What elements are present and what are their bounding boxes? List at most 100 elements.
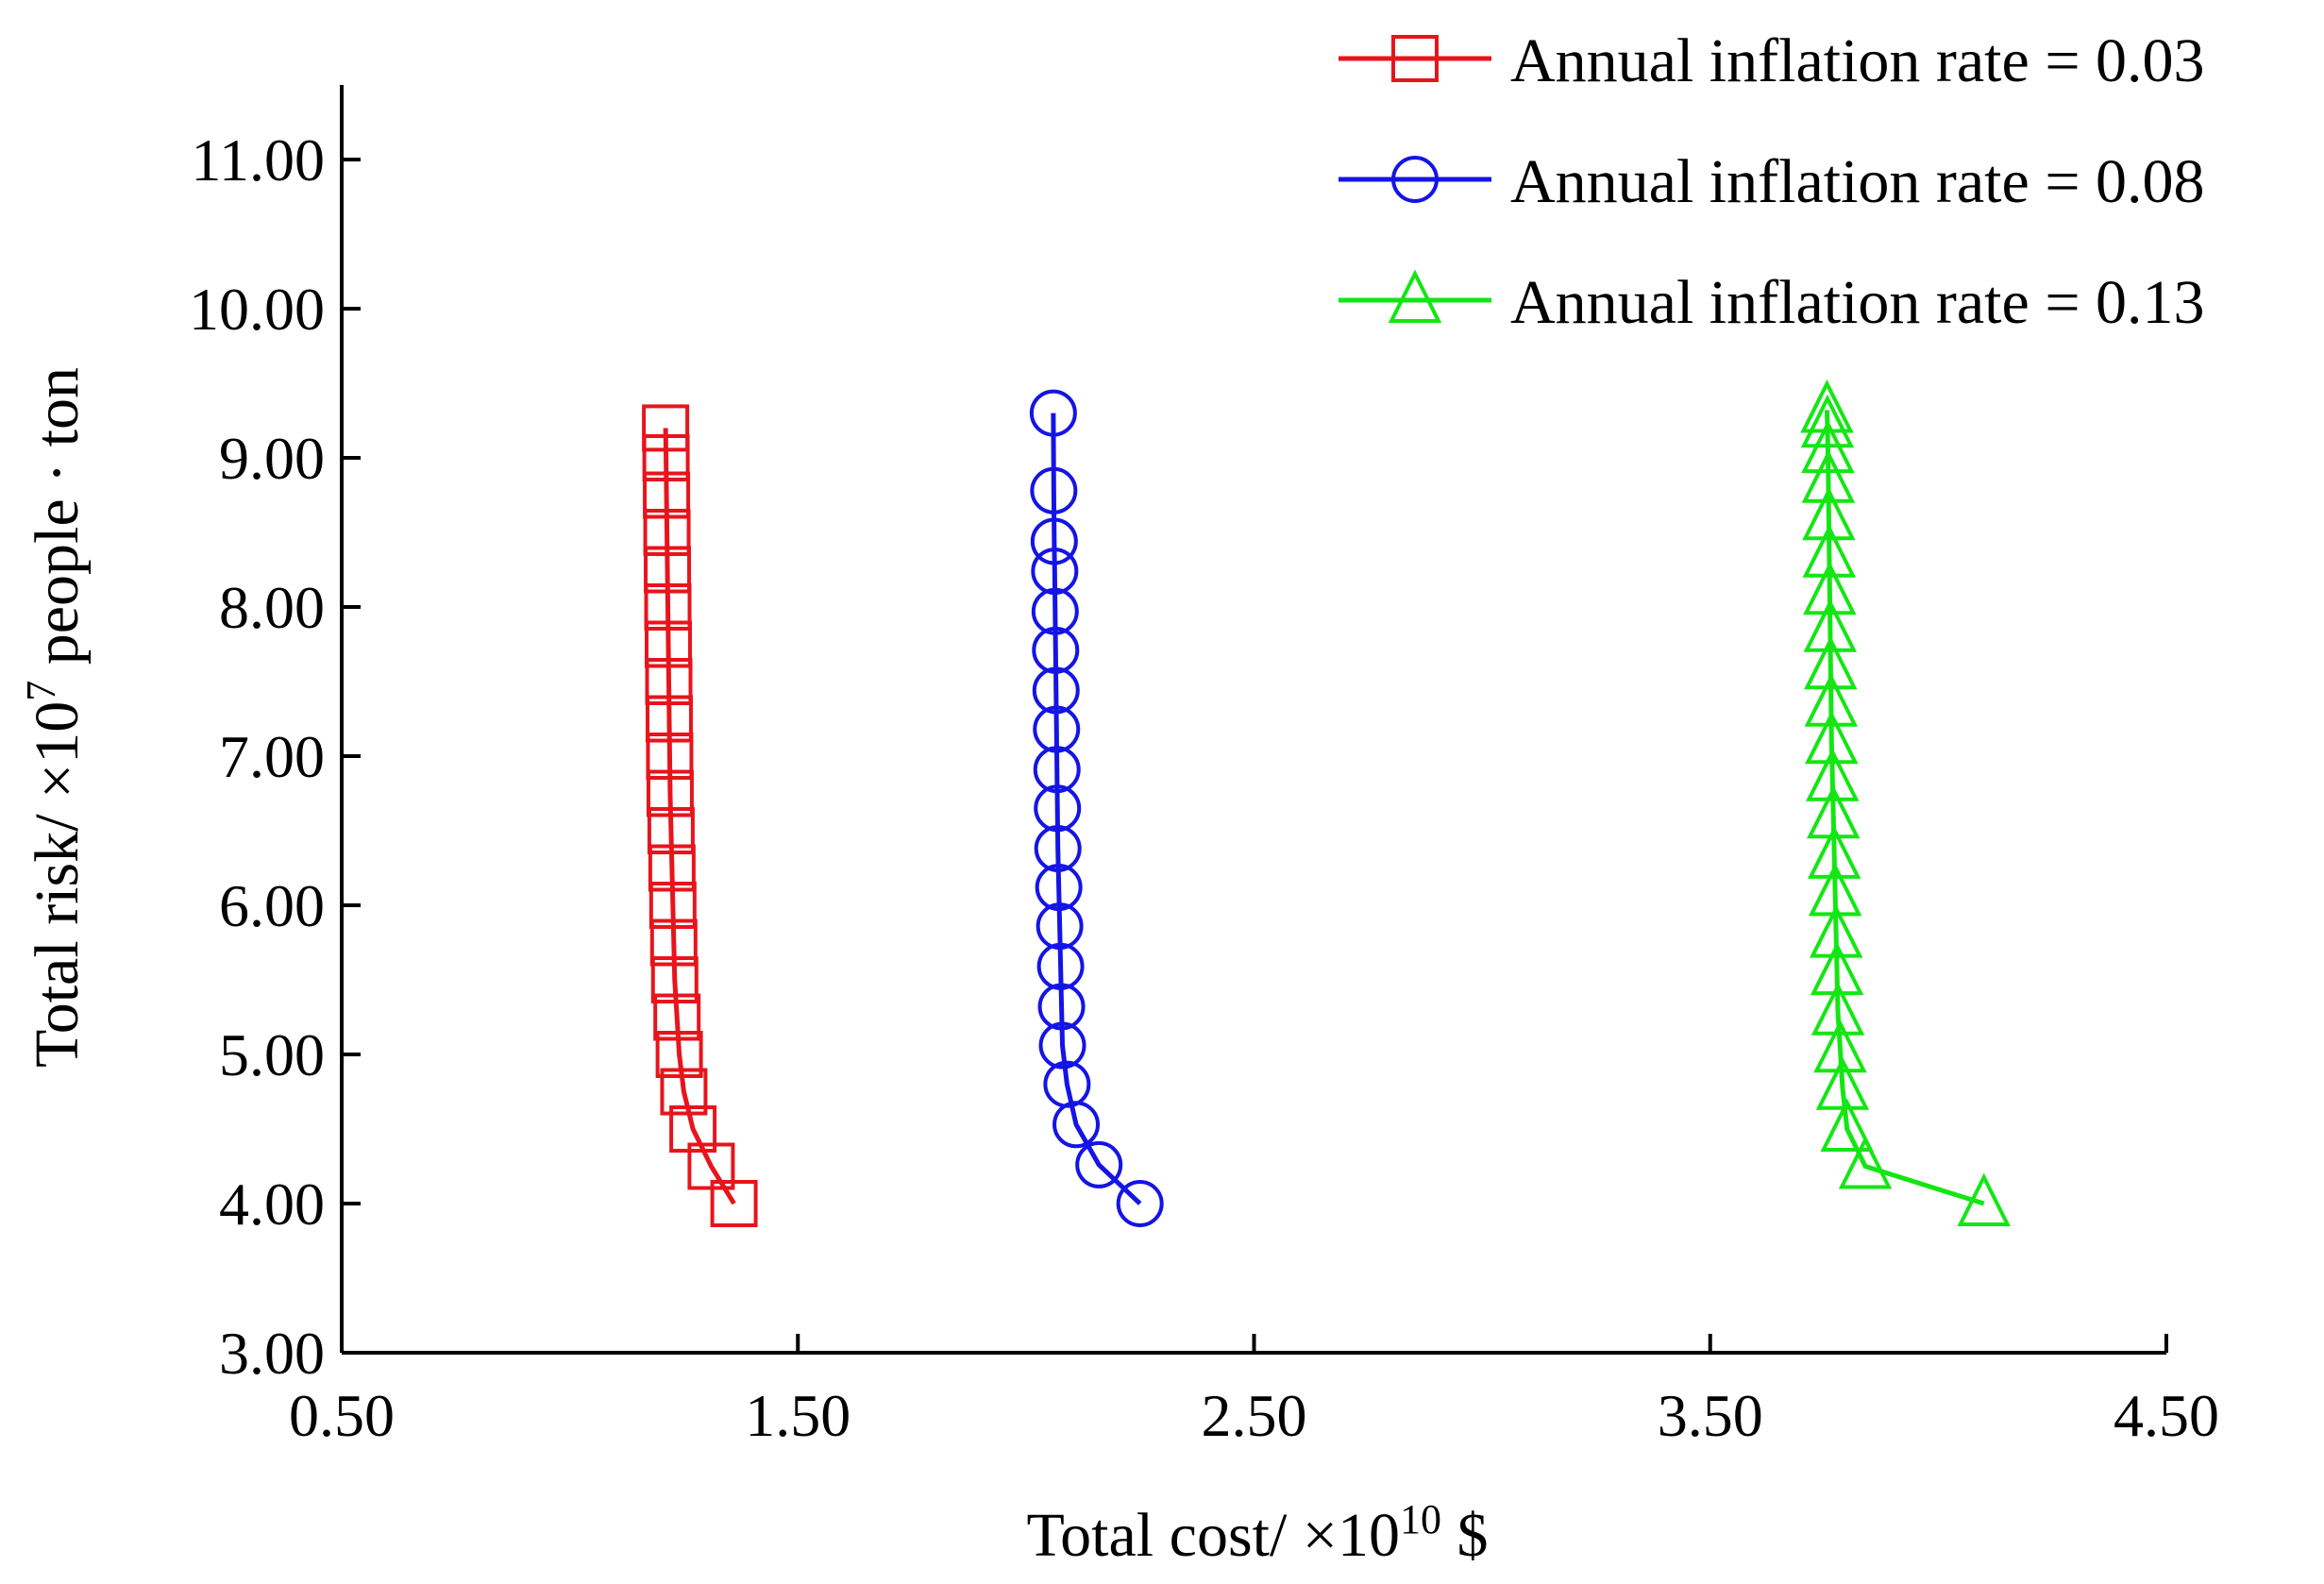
y-tick-label: 7.00: [219, 723, 325, 790]
series-1-point: [646, 769, 694, 817]
series-3-point: [1803, 561, 1857, 615]
series-2: [1029, 389, 1164, 1227]
axes: 0.50 1.50 2.50 3.50 4.50 3.00 4.00 5.00 6.00 7.00…: [189, 85, 2219, 1449]
y-tick-label: 4.00: [219, 1171, 325, 1238]
legend-item-3: Annual inflation rate = 0.13: [1339, 268, 2205, 337]
series-1-point: [648, 844, 696, 892]
series-3-point: [1803, 598, 1858, 652]
series-1-point: [653, 993, 701, 1041]
x-axis-label-exponent: 10: [1400, 1496, 1441, 1542]
series-2-point: [1037, 983, 1086, 1031]
series-2-line: [1051, 413, 1142, 1205]
series-layer: [642, 379, 2011, 1227]
x-axis-label-text: Total cost/ ×10: [1026, 1501, 1400, 1570]
series-2-point: [1035, 864, 1083, 912]
series-2-point: [1116, 1180, 1164, 1227]
y-axis-label-text: Total risk/ ×10: [23, 701, 92, 1068]
series-3-point: [1807, 825, 1861, 879]
series-3-point: [1809, 904, 1863, 958]
legend-label: Annual inflation rate = 0.08: [1510, 147, 2205, 216]
series-2-point: [1043, 1060, 1091, 1108]
series-2-point: [1075, 1140, 1123, 1188]
series-3-point: [1957, 1172, 2011, 1226]
legend-label: Annual inflation rate = 0.13: [1510, 268, 2205, 337]
x-tick-label: 4.50: [2113, 1382, 2219, 1449]
legend-item-1: Annual inflation rate = 0.03: [1339, 26, 2205, 95]
series-1-point: [646, 733, 694, 780]
legend-swatch-triangle-icon: [1388, 269, 1442, 323]
series-3-point: [1805, 710, 1859, 765]
series-1-point: [645, 695, 693, 743]
series-2-point: [1031, 548, 1079, 596]
x-axis-label-unit: $: [1441, 1501, 1489, 1570]
series-1-point: [642, 434, 690, 481]
legend-swatch-circle-icon: [1391, 156, 1439, 203]
series-1-point: [643, 471, 691, 519]
series-1-point: [647, 807, 695, 854]
series-1-point: [669, 1105, 717, 1153]
series-3: [1800, 379, 2011, 1226]
series-3-point: [1810, 982, 1865, 1036]
series-3-line: [1824, 410, 1985, 1206]
y-tick-label: 6.00: [219, 872, 325, 939]
legend-label: Annual inflation rate = 0.03: [1510, 26, 2205, 95]
series-2-point: [1036, 942, 1085, 990]
x-tick-label: 2.50: [1202, 1382, 1307, 1449]
series-3-point: [1808, 862, 1862, 917]
y-tick-label: 10.00: [189, 276, 325, 343]
series-3-point: [1802, 486, 1856, 541]
series-3-point: [1815, 1056, 1870, 1110]
x-axis-label: Total cost/ ×1010 $: [1026, 1496, 1488, 1570]
series-1-point: [644, 583, 692, 631]
series-3-point: [1800, 379, 1854, 433]
series-2-point: [1036, 902, 1084, 951]
series-2-point: [1033, 705, 1081, 753]
x-tick-label: 1.50: [745, 1382, 850, 1449]
x-tick-label: 0.50: [289, 1382, 395, 1449]
series-1-point: [644, 546, 692, 594]
series-1-point: [642, 404, 690, 452]
y-tick-label: 9.00: [219, 425, 325, 492]
y-axis-label-exponent: 7: [18, 681, 64, 701]
y-tick-label: 3.00: [219, 1320, 325, 1387]
legend: Annual inflation rate = 0.03 Annual infla…: [1339, 26, 2205, 337]
series-2-point: [1030, 466, 1078, 514]
series-2-point: [1034, 784, 1082, 833]
series-1-point: [655, 1031, 703, 1078]
series-1-point: [687, 1142, 735, 1190]
series-2-point: [1030, 517, 1078, 565]
series-3-point: [1800, 394, 1855, 448]
series-3-point: [1838, 1136, 1893, 1189]
series-3-point: [1813, 1019, 1867, 1073]
series-1-point: [648, 882, 697, 929]
series-1: [642, 404, 758, 1227]
series-2-point: [1034, 824, 1082, 872]
series-1-point: [645, 620, 693, 668]
series-2-point: [1033, 746, 1081, 794]
y-tick-label: 5.00: [219, 1021, 325, 1088]
series-1-point: [643, 509, 691, 556]
series-3-point: [1820, 1098, 1874, 1152]
series-2-point: [1032, 666, 1080, 715]
y-tick-label: 8.00: [219, 574, 325, 641]
y-tick-label: 11.00: [191, 126, 325, 194]
series-3-point: [1801, 449, 1856, 503]
series-1-line: [663, 428, 736, 1205]
series-1-point: [645, 658, 693, 705]
series-2-point: [1038, 1021, 1086, 1070]
series-3-point: [1802, 524, 1857, 578]
y-axis-label-unit: people · ton: [23, 367, 92, 681]
series-2-point: [1029, 389, 1077, 437]
series-3-point: [1806, 784, 1861, 839]
y-axis-label: Total risk/ ×107 people · ton: [18, 367, 92, 1068]
series-3-point: [1806, 748, 1860, 801]
series-2-point: [1031, 587, 1079, 635]
x-tick-label: 3.50: [1658, 1382, 1763, 1449]
series-3-point: [1804, 635, 1858, 690]
series-1-point: [650, 956, 699, 1003]
legend-item-2: Annual inflation rate = 0.08: [1339, 147, 2205, 216]
series-2-point: [1032, 626, 1080, 674]
series-1-point: [660, 1068, 708, 1116]
